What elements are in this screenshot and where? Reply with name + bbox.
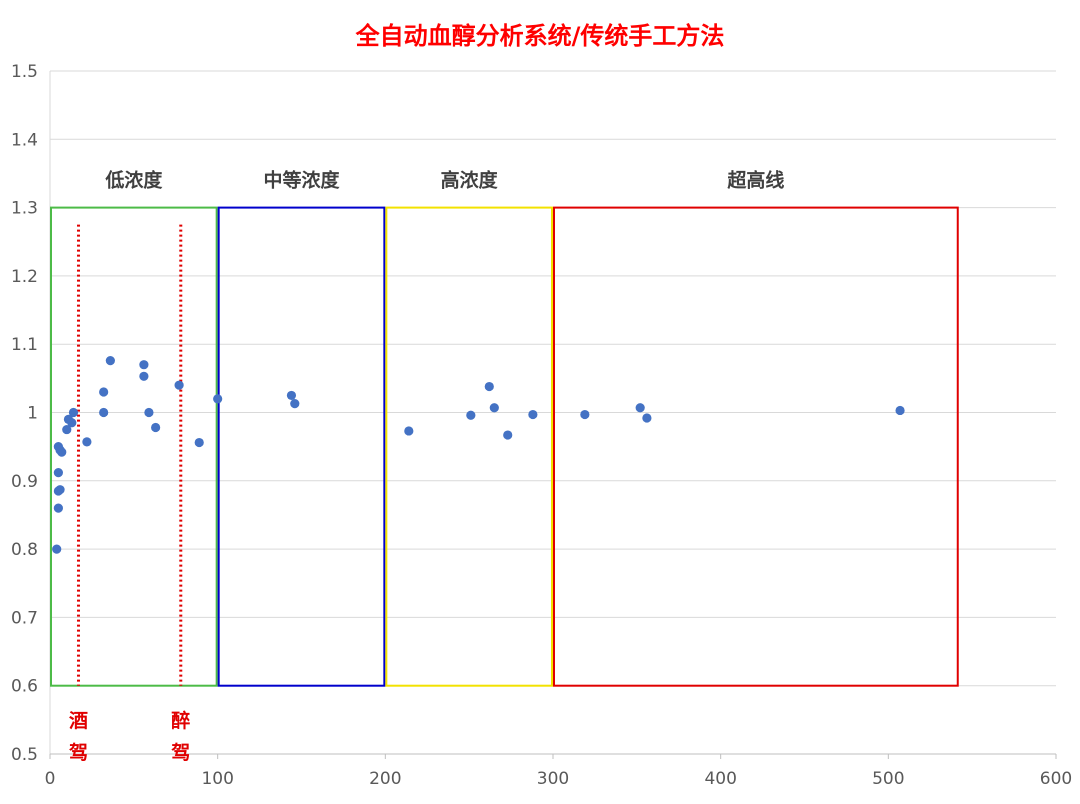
region-box xyxy=(553,206,959,687)
y-tick-label: 0.7 xyxy=(11,608,38,628)
y-tick-label: 0.8 xyxy=(11,540,38,560)
x-tick-label: 0 xyxy=(45,769,56,789)
data-point xyxy=(580,409,590,420)
y-tick-label: 1.4 xyxy=(11,130,38,150)
y-tick-label: 1 xyxy=(27,404,38,424)
concentration-regions: 低浓度 中等浓度 高浓度 超高线 xyxy=(50,169,959,687)
axes: 0.5 0.6 0.7 0.8 0.9 1 1.1 1.2 1.3 1.4 1.5 0 100 200 30… xyxy=(11,62,1072,789)
region-label: 中等浓度 xyxy=(263,169,340,192)
chart-title: 全自动血醇分析系统/传统手工方法 xyxy=(355,22,725,50)
x-tick-label: 100 xyxy=(201,769,233,789)
data-point xyxy=(139,360,149,370)
data-point xyxy=(53,503,63,513)
data-point xyxy=(484,381,494,392)
data-point xyxy=(213,394,223,404)
x-tick-label: 600 xyxy=(1040,769,1072,789)
data-point xyxy=(53,468,63,478)
y-tick-label: 0.9 xyxy=(11,472,38,492)
y-tick-label: 1.5 xyxy=(11,62,38,82)
data-point xyxy=(635,403,645,413)
region-box xyxy=(50,206,218,687)
data-point xyxy=(194,437,204,448)
data-point xyxy=(105,355,115,366)
data-point xyxy=(286,390,297,401)
x-tick-label: 200 xyxy=(369,769,401,789)
data-point xyxy=(62,424,72,435)
data-point xyxy=(404,426,414,436)
data-point xyxy=(55,485,65,495)
data-point xyxy=(52,544,62,554)
y-tick-label: 1.1 xyxy=(11,335,38,355)
y-tick-label: 0.5 xyxy=(11,745,38,765)
data-point xyxy=(99,387,109,397)
data-point xyxy=(139,371,149,381)
region-label: 低浓度 xyxy=(104,169,163,192)
data-points xyxy=(52,355,905,554)
reference-label-top: 醉 xyxy=(171,709,190,732)
data-point xyxy=(82,437,92,447)
data-point xyxy=(67,418,77,428)
reference-label-bottom: 驾 xyxy=(69,741,88,764)
data-point xyxy=(290,399,300,409)
y-tick-label: 1.3 xyxy=(11,199,38,219)
region-box xyxy=(385,206,554,687)
data-point xyxy=(503,430,513,440)
x-tick-label: 400 xyxy=(704,769,736,789)
data-point xyxy=(99,407,109,418)
data-point xyxy=(174,380,184,390)
data-point xyxy=(151,422,161,433)
x-tick-label: 500 xyxy=(872,769,904,789)
data-point xyxy=(68,407,79,418)
data-point xyxy=(489,403,499,413)
reference-label-top: 酒 xyxy=(69,710,88,732)
data-point xyxy=(528,409,538,420)
data-point xyxy=(642,413,652,423)
data-point xyxy=(144,407,154,418)
data-point xyxy=(895,405,905,416)
region-label: 超高线 xyxy=(726,169,784,192)
reference-label-bottom: 驾 xyxy=(171,741,190,764)
y-tick-label: 0.6 xyxy=(11,677,38,697)
x-tick-label: 300 xyxy=(537,769,569,789)
data-point xyxy=(57,447,67,457)
data-point xyxy=(466,410,476,420)
y-tick-label: 1.2 xyxy=(11,267,38,287)
region-label: 高浓度 xyxy=(441,169,499,192)
region-box xyxy=(217,206,386,687)
